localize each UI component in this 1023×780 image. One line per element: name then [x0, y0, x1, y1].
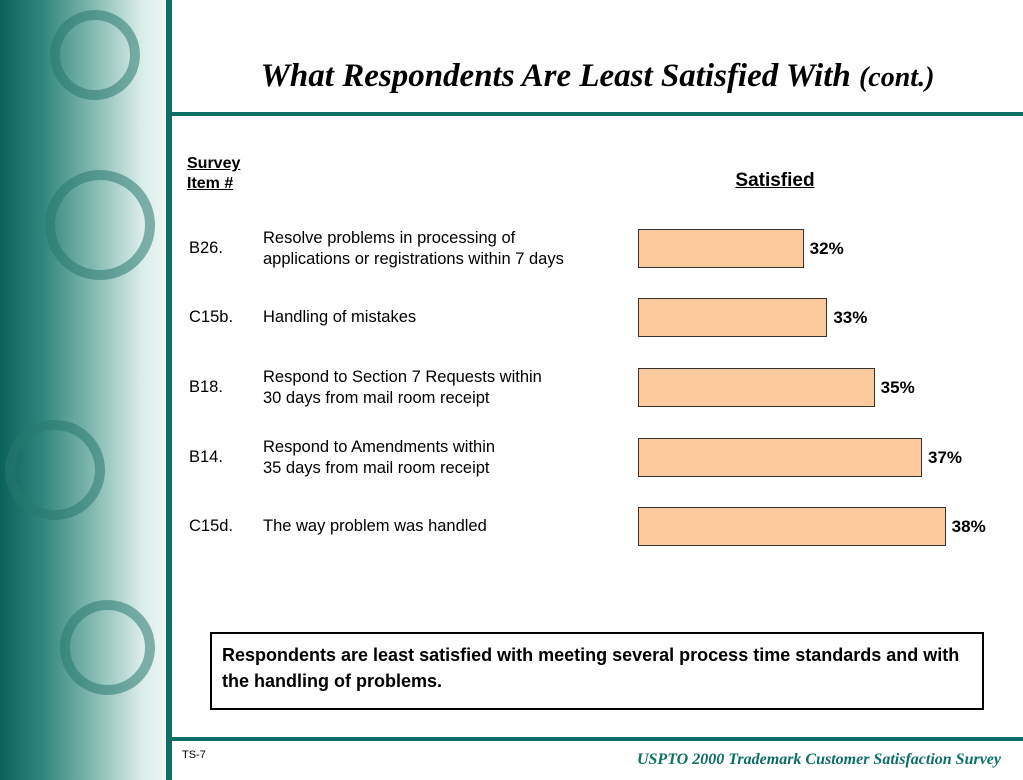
bar	[638, 229, 804, 268]
category-label: B18.	[189, 378, 223, 396]
title-main: What Respondents Are Least Satisfied Wit…	[260, 58, 851, 94]
decoration	[45, 170, 155, 280]
bar	[638, 368, 875, 407]
item-header: Survey Item #	[187, 155, 241, 192]
divider	[172, 737, 1023, 741]
divider	[172, 112, 1023, 116]
data-label: 37%	[928, 447, 963, 467]
decoration	[5, 420, 105, 520]
category-label: C15d.	[189, 517, 234, 535]
chart-row: B26. Resolve problems in processing of ap…	[0, 229, 1023, 268]
bar	[638, 438, 922, 477]
category-description: The way problem was handled	[263, 517, 487, 535]
note-box: Respondents are least satisfied with mee…	[210, 632, 984, 710]
data-label: 32%	[809, 238, 844, 258]
footer-source: USPTO 2000 Trademark Customer Satisfacti…	[636, 751, 1001, 768]
chart-row: C15d. The way problem was handled 38%	[0, 507, 1023, 546]
data-label: 38%	[951, 516, 986, 536]
category-description: Respond to Section 7 Requests within 30 …	[263, 367, 542, 407]
title-suffix: (cont.)	[858, 62, 935, 93]
decorative-strip	[0, 0, 172, 780]
category-description: Respond to Amendments within 35 days fro…	[263, 437, 496, 477]
bar	[638, 298, 828, 337]
category-label: C15b.	[189, 308, 234, 326]
category-label: B26.	[189, 239, 223, 257]
category-description: Handling of mistakes	[263, 308, 417, 326]
category-description: Resolve problems in processing of applic…	[263, 228, 564, 268]
value-header: Satisfied	[735, 170, 815, 191]
bar	[638, 507, 946, 546]
data-label: 33%	[833, 307, 868, 327]
category-label: B14.	[189, 448, 223, 466]
chart-row: B18. Respond to Section 7 Requests within…	[0, 368, 1023, 407]
data-label: 35%	[880, 377, 915, 397]
decoration	[60, 600, 155, 695]
page-number: TS-7	[182, 749, 206, 761]
decoration	[50, 10, 140, 100]
slide-title: What Respondents Are Least Satisfied Wit…	[172, 58, 1023, 95]
chart-row: C15b. Handling of mistakes 33%	[0, 298, 1023, 337]
chart-row: B14. Respond to Amendments within 35 days…	[0, 438, 1023, 477]
